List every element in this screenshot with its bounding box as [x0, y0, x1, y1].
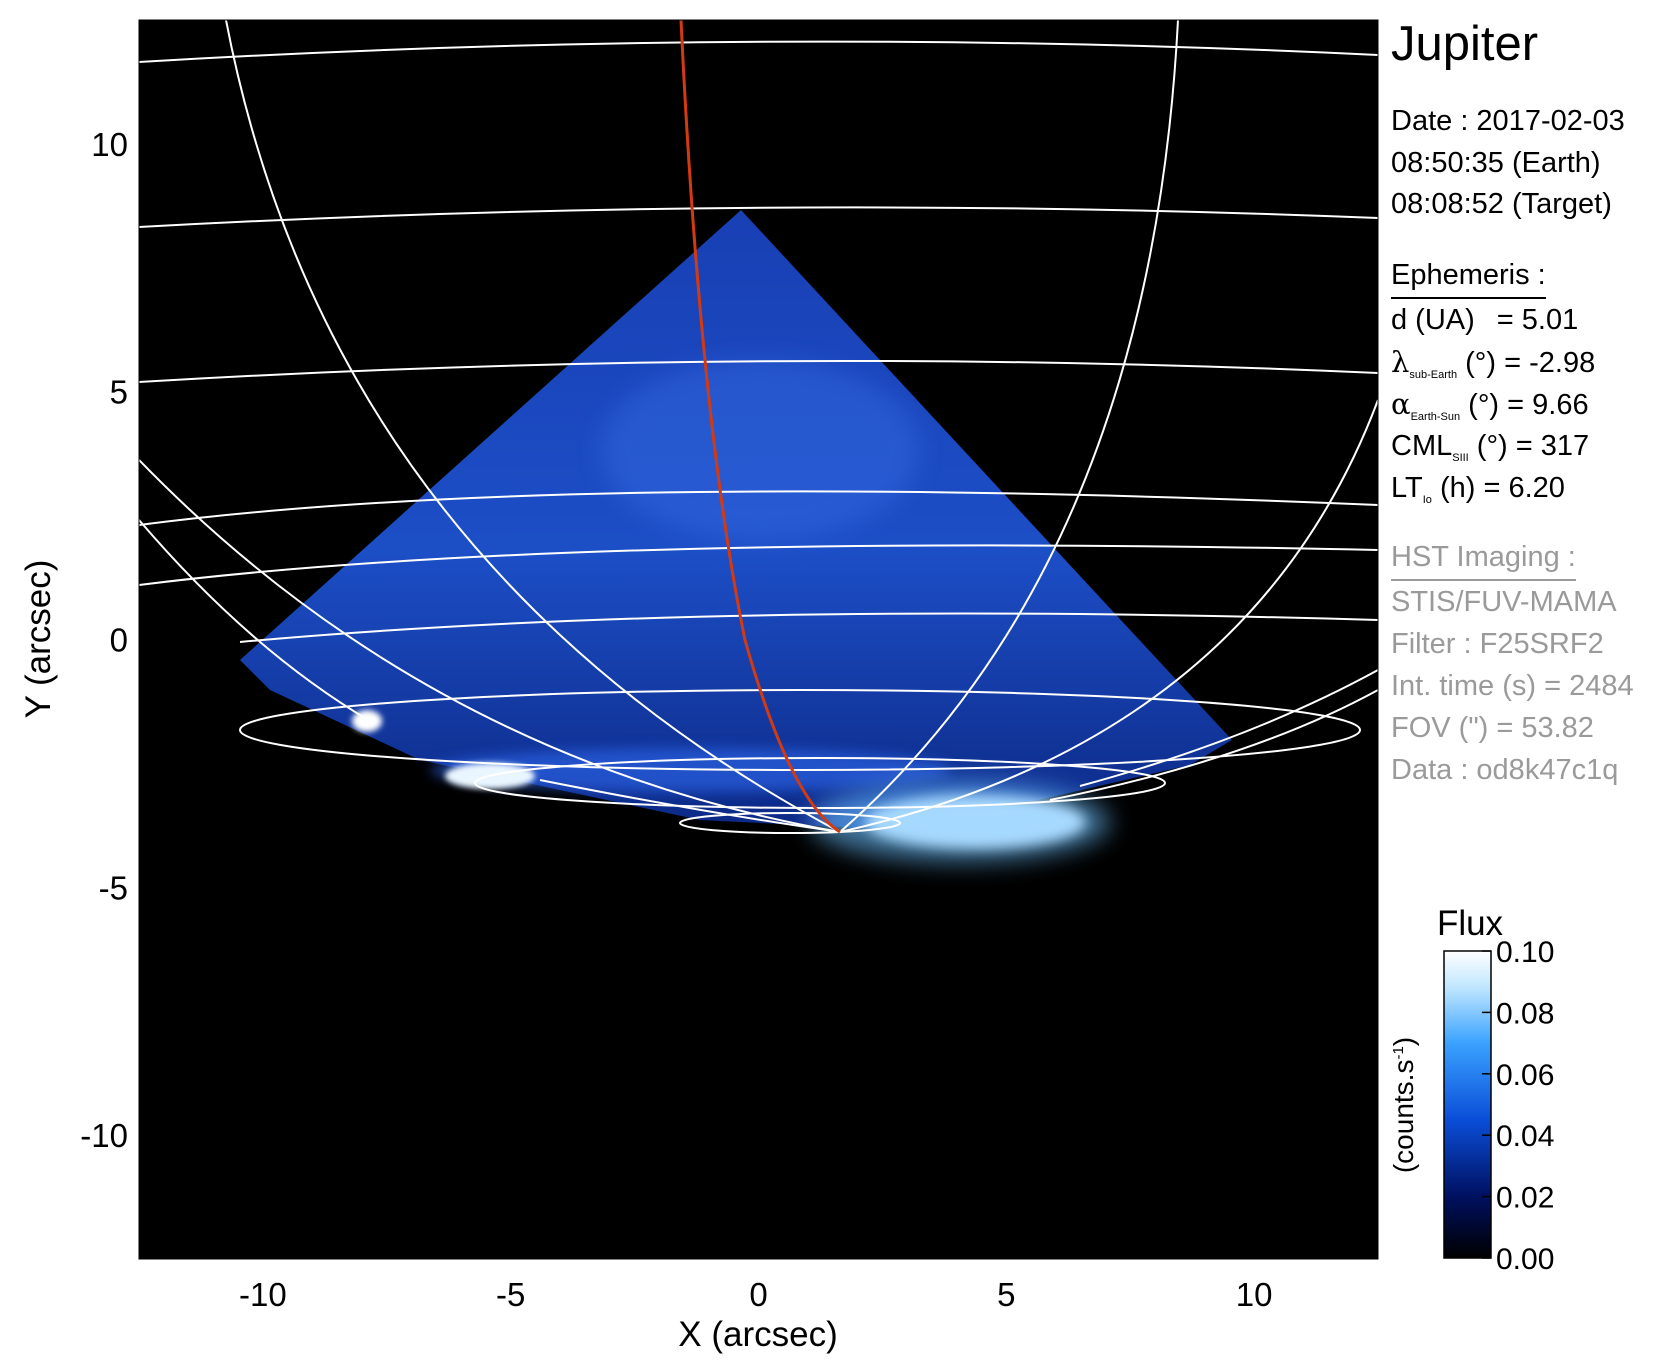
hst-heading: HST Imaging : [1391, 537, 1576, 581]
alpha-value: (°) = 9.66 [1460, 389, 1589, 421]
colorbar [1443, 950, 1492, 1259]
lambda-subscript: sub-Earth [1409, 369, 1458, 381]
plot-frame [138, 19, 1379, 1260]
fov-line: FOV (") = 53.82 [1391, 712, 1594, 744]
colorbar-tick-label: 0.06 [1496, 1059, 1554, 1092]
distance-line: d (UA) = 5.01 [1391, 300, 1578, 340]
colorbar-unit-main: (counts.s [1388, 1060, 1419, 1174]
target-time-line: 08:08:52 (Target) [1391, 188, 1612, 220]
cml-value: (°) = 317 [1468, 430, 1590, 462]
colorbar-title: Flux [1437, 904, 1504, 943]
central-meridian-line [679, 20, 841, 834]
x-tick-label: 10 [1236, 1276, 1273, 1313]
y-tick-label: 5 [110, 374, 128, 411]
colorbar-tick-label: 0.02 [1496, 1182, 1554, 1215]
colorbar-tick-label: 0.04 [1496, 1120, 1554, 1153]
lt-subscript: Io [1422, 494, 1432, 506]
lambda-value: (°) = -2.98 [1457, 347, 1596, 379]
lt-value: (h) = 6.20 [1431, 472, 1565, 504]
x-tick-label: -10 [239, 1276, 287, 1313]
alpha-subscript: Earth-Sun [1410, 411, 1461, 423]
x-axis-label: X (arcsec) [678, 1315, 837, 1354]
latitude-grid [139, 40, 1378, 834]
dataset-line: Data : od8k47c1q [1391, 754, 1619, 786]
distance-value: = 5.01 [1496, 304, 1579, 336]
colorbar-unit-label: (counts.s-1) [1388, 1037, 1419, 1173]
x-tick-label: 0 [749, 1276, 767, 1313]
x-tick-label: 5 [997, 1276, 1015, 1313]
phase-angle-line: αEarth-Sun (°) = 9.66 [1391, 384, 1589, 437]
earth-time-line: 08:50:35 (Earth) [1391, 147, 1601, 179]
integration-time-line: Int. time (s) = 2484 [1391, 670, 1634, 702]
hst-section: HST Imaging : [1391, 537, 1576, 581]
cml-subscript: SIII [1452, 452, 1469, 464]
filter-line: Filter : F25SRF2 [1391, 628, 1604, 660]
date-line: Date : 2017-02-03 [1391, 105, 1625, 137]
ephemeris-section: Ephemeris : [1391, 255, 1546, 299]
longitude-grid [139, 20, 1378, 833]
y-tick-label: 0 [110, 622, 128, 659]
alpha-symbol: α [1391, 387, 1411, 421]
lt-label: LT [1391, 472, 1423, 504]
dawn-auroral-halo [810, 782, 1110, 862]
cml-line: CMLSIII (°) = 317 [1391, 426, 1589, 478]
io-local-time-line: LTIo (h) = 6.20 [1391, 468, 1565, 520]
colorbar-unit-sup: -1 [1390, 1046, 1407, 1059]
sub-earth-latitude-line: λsub-Earth (°) = -2.98 [1391, 342, 1595, 395]
colorbar-unit-end: ) [1388, 1037, 1419, 1046]
diffuse-glow [600, 360, 920, 540]
y-axis-label: Y (arcsec) [19, 560, 58, 719]
x-axis-ticks: -10 -5 0 5 10 [239, 1276, 1272, 1313]
colorbar-tick-label: 0.10 [1496, 936, 1554, 969]
ephemeris-heading: Ephemeris : [1391, 255, 1546, 299]
instrument-line: STIS/FUV-MAMA [1391, 586, 1617, 618]
distance-label: d (UA) [1391, 304, 1475, 336]
target-title: Jupiter [1391, 17, 1539, 71]
y-tick-label: 10 [91, 126, 128, 163]
colorbar-tick-label: 0.08 [1496, 997, 1554, 1030]
x-tick-label: -5 [496, 1276, 525, 1313]
y-tick-label: -5 [99, 869, 128, 906]
colorbar-tick-label: 0.00 [1496, 1243, 1554, 1276]
colorbar-ticks: 0.10 0.08 0.06 0.04 0.02 0.00 [1482, 936, 1554, 1276]
cml-label: CML [1391, 430, 1453, 462]
y-axis-ticks: 10 5 0 -5 -10 [80, 126, 128, 1154]
y-tick-label: -10 [80, 1117, 128, 1154]
lambda-symbol: λ [1391, 345, 1410, 379]
